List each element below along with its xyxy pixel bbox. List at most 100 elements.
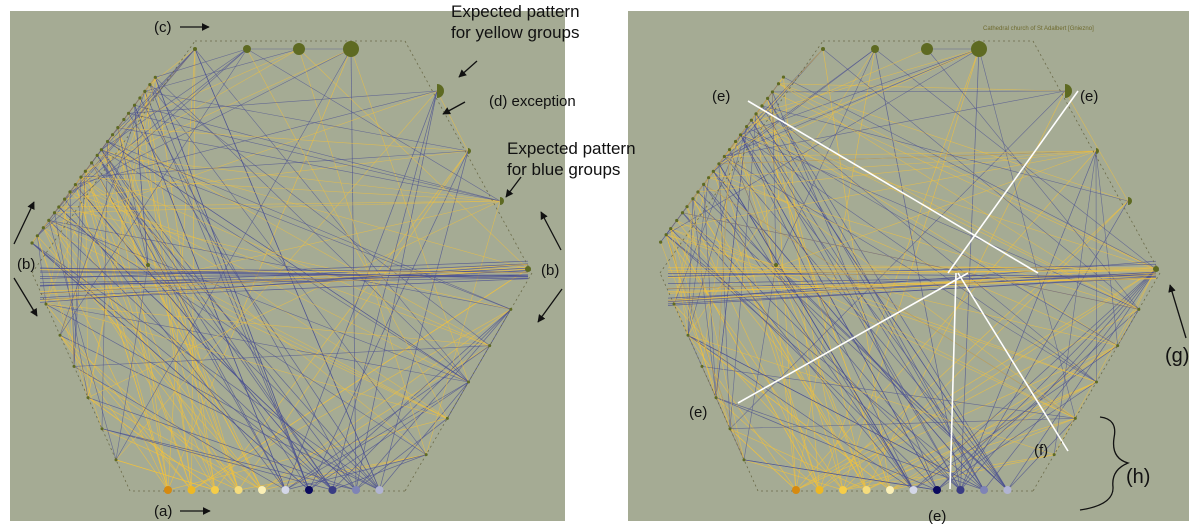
side-node (1116, 344, 1119, 347)
bottom-node (282, 486, 290, 494)
bottom-node (164, 486, 172, 494)
label-b-right: (b) (541, 262, 559, 279)
yellow-edge (751, 98, 767, 120)
top-node (343, 41, 359, 57)
label-g: (g) (1165, 345, 1189, 368)
side-node (36, 234, 39, 237)
side-node (73, 365, 76, 368)
top-node (193, 47, 197, 51)
bottom-node (305, 486, 313, 494)
top-node (971, 41, 987, 57)
blue-edge (102, 429, 356, 490)
bottom-node (957, 486, 965, 494)
bottom-node (188, 486, 196, 494)
yellow-edge (843, 455, 1054, 490)
yellow-edge (677, 220, 1076, 418)
half-node (1065, 84, 1072, 98)
yellow-edge (118, 128, 468, 151)
yellow-edge (426, 201, 500, 455)
yellow-edge (101, 150, 238, 490)
blue-edge (46, 304, 469, 382)
side-node (754, 112, 757, 115)
side-node (681, 211, 684, 214)
side-node (729, 427, 732, 430)
bottom-node (980, 486, 988, 494)
side-node (63, 198, 66, 201)
bottom-node (792, 486, 800, 494)
blue-edge (380, 382, 469, 490)
side-node (42, 226, 45, 229)
side-node (138, 96, 141, 99)
label-yellow-pattern-line1: Expected pattern (451, 2, 580, 21)
blue-edge (101, 150, 510, 310)
side-node (509, 308, 512, 311)
side-node (675, 219, 678, 222)
blue-edge (961, 269, 1157, 490)
blue-edge (741, 135, 1008, 490)
side-node (760, 104, 763, 107)
bottom-node (235, 486, 243, 494)
blue-edge (666, 49, 979, 235)
yellow-edge (719, 151, 1096, 164)
yellow-edge (779, 84, 1065, 91)
side-node (696, 190, 699, 193)
blue-edge (356, 91, 437, 490)
label-a: (a) (154, 503, 172, 520)
side-node (743, 458, 746, 461)
side-node (106, 140, 109, 143)
yellow-edge (890, 346, 1118, 490)
side-node (45, 303, 48, 306)
side-node (467, 381, 470, 384)
side-node (127, 112, 130, 115)
blue-edge (709, 49, 823, 178)
yellow-edge (437, 91, 468, 151)
side-node (446, 417, 449, 420)
edge-layer (32, 49, 528, 490)
yellow-edge (704, 184, 1076, 418)
blue-edge (37, 49, 247, 236)
side-node (659, 241, 662, 244)
side-node (702, 183, 705, 186)
yellow-edge (1065, 91, 1128, 201)
side-node (723, 155, 726, 158)
edge-layer (661, 49, 1156, 490)
blue-edge (75, 185, 332, 490)
blue-edge (54, 213, 426, 455)
side-node (1137, 308, 1140, 311)
yellow-edge (702, 141, 736, 366)
yellow-edge (60, 335, 192, 490)
top-node (871, 45, 879, 53)
blue-edge (247, 49, 500, 201)
yellow-edge (730, 429, 796, 490)
side-node (115, 458, 118, 461)
bottom-node (258, 486, 266, 494)
top-node (243, 45, 251, 53)
blue-edge (70, 49, 351, 192)
network-diagram-left (10, 11, 565, 521)
side-node (771, 90, 774, 93)
side-node (30, 241, 33, 244)
bottom-node (376, 486, 384, 494)
yellow-edge (85, 49, 299, 171)
side-node (1053, 453, 1056, 456)
side-node (122, 118, 125, 121)
blue-edge (688, 335, 914, 490)
side-node (691, 197, 694, 200)
side-node (133, 104, 136, 107)
label-e-top-left: (e) (712, 88, 730, 105)
label-c: (c) (154, 19, 172, 36)
side-node (154, 76, 157, 79)
side-node (687, 334, 690, 337)
bottom-node (910, 486, 918, 494)
side-node (87, 396, 90, 399)
blue-edge (744, 460, 937, 490)
side-node (1153, 266, 1159, 272)
top-node (921, 43, 933, 55)
side-node (59, 334, 62, 337)
yellow-edge (46, 304, 490, 346)
half-node (437, 84, 444, 98)
side-node (739, 133, 742, 136)
side-node (669, 227, 672, 230)
label-d: (d) exception (489, 93, 576, 110)
